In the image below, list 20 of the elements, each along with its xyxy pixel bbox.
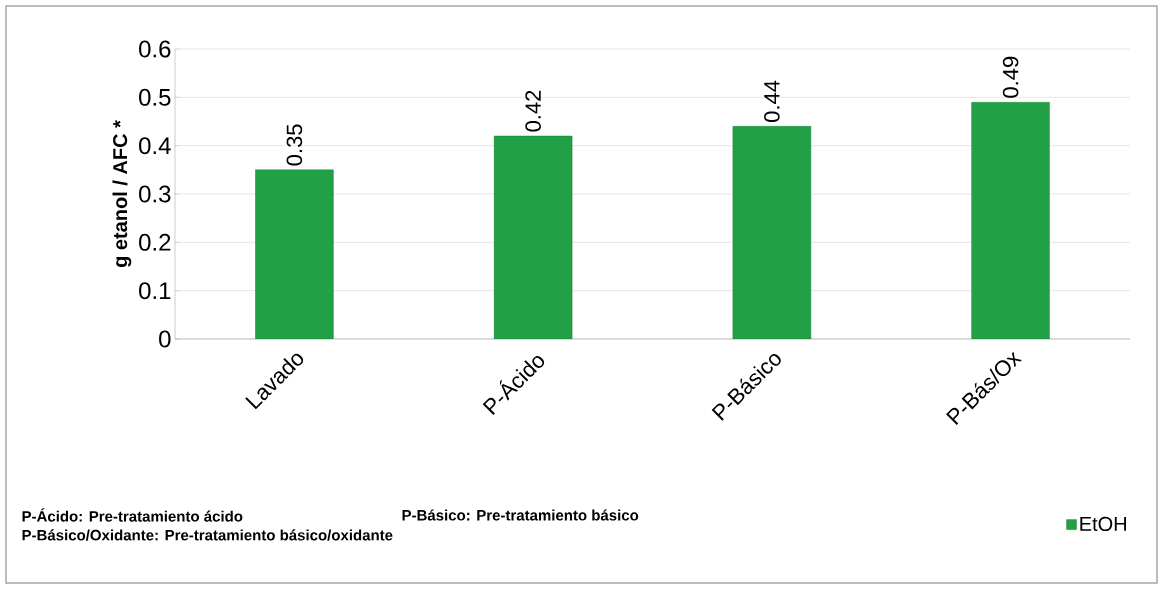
data-label: 0.49 [1002, 56, 1019, 98]
bar [971, 101, 1050, 339]
y-tick-label: 0.5 [139, 88, 171, 106]
y-tick-label: 0.3 [139, 185, 171, 203]
text: P-Básico: Pre-tratamiento básico [402, 509, 639, 521]
bar [732, 126, 812, 339]
legend-label: EtOH [1080, 516, 1127, 531]
y-tick-label: 0.2 [139, 233, 171, 251]
text: P-Ácido: Pre-tratamiento ácido [22, 508, 243, 522]
data-label: 0.44 [764, 80, 780, 122]
y-tick-label: 0.4 [139, 137, 171, 155]
data-label: 0.42 [525, 90, 541, 132]
bar [255, 169, 334, 339]
data-label: 0.35 [286, 124, 303, 166]
bar [493, 135, 573, 339]
y-tick-label: 0.1 [139, 282, 171, 300]
y-tick-label: 0.6 [139, 40, 171, 58]
y-tick-label: 0 [159, 330, 171, 348]
y-axis-title: g etanol / AFC * [112, 120, 132, 268]
text: P-Básico/Oxidante: Pre-tratamiento básico/oxidante [22, 529, 393, 541]
